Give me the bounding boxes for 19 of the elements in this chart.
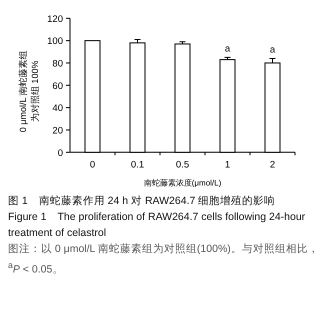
y-tick-label: 0	[58, 148, 63, 159]
y-tick-label: 40	[52, 103, 63, 114]
x-axis-title: 南蛇藤素浓度(μmol/L)	[144, 178, 222, 188]
x-tick-label: 0	[90, 159, 96, 170]
caption: 图 1 南蛇藤素作用 24 h 对 RAW264.7 细胞增殖的影响	[8, 194, 276, 209]
y-tick-label: 20	[52, 125, 63, 136]
y-tick-label: 80	[52, 58, 63, 70]
y-tick-label: 120	[47, 14, 63, 25]
data-label: a	[270, 44, 276, 56]
x-tick-label: 0.5	[176, 159, 190, 170]
y-tick-label: 60	[52, 80, 63, 92]
x-tick-label: 2	[270, 159, 276, 170]
x-tick-label: 0.1	[130, 159, 144, 170]
y-axis-title: 0 μmol/L 南蛇藤素组为对照组 100%	[18, 50, 40, 132]
x-tick-label: 1	[224, 159, 230, 170]
y-tick-label: 100	[47, 36, 63, 48]
data-label: a	[224, 43, 231, 54]
caption: Figure 1 The proliferation of RAW264.7 cells following 24-hour treatment of celastrol	[8, 210, 306, 241]
text: 图注：以 0 μmol/L 南蛇藤素组为对照组(100%)。与对照组相比，$^{a}$P < 0.05。	[8, 242, 320, 278]
